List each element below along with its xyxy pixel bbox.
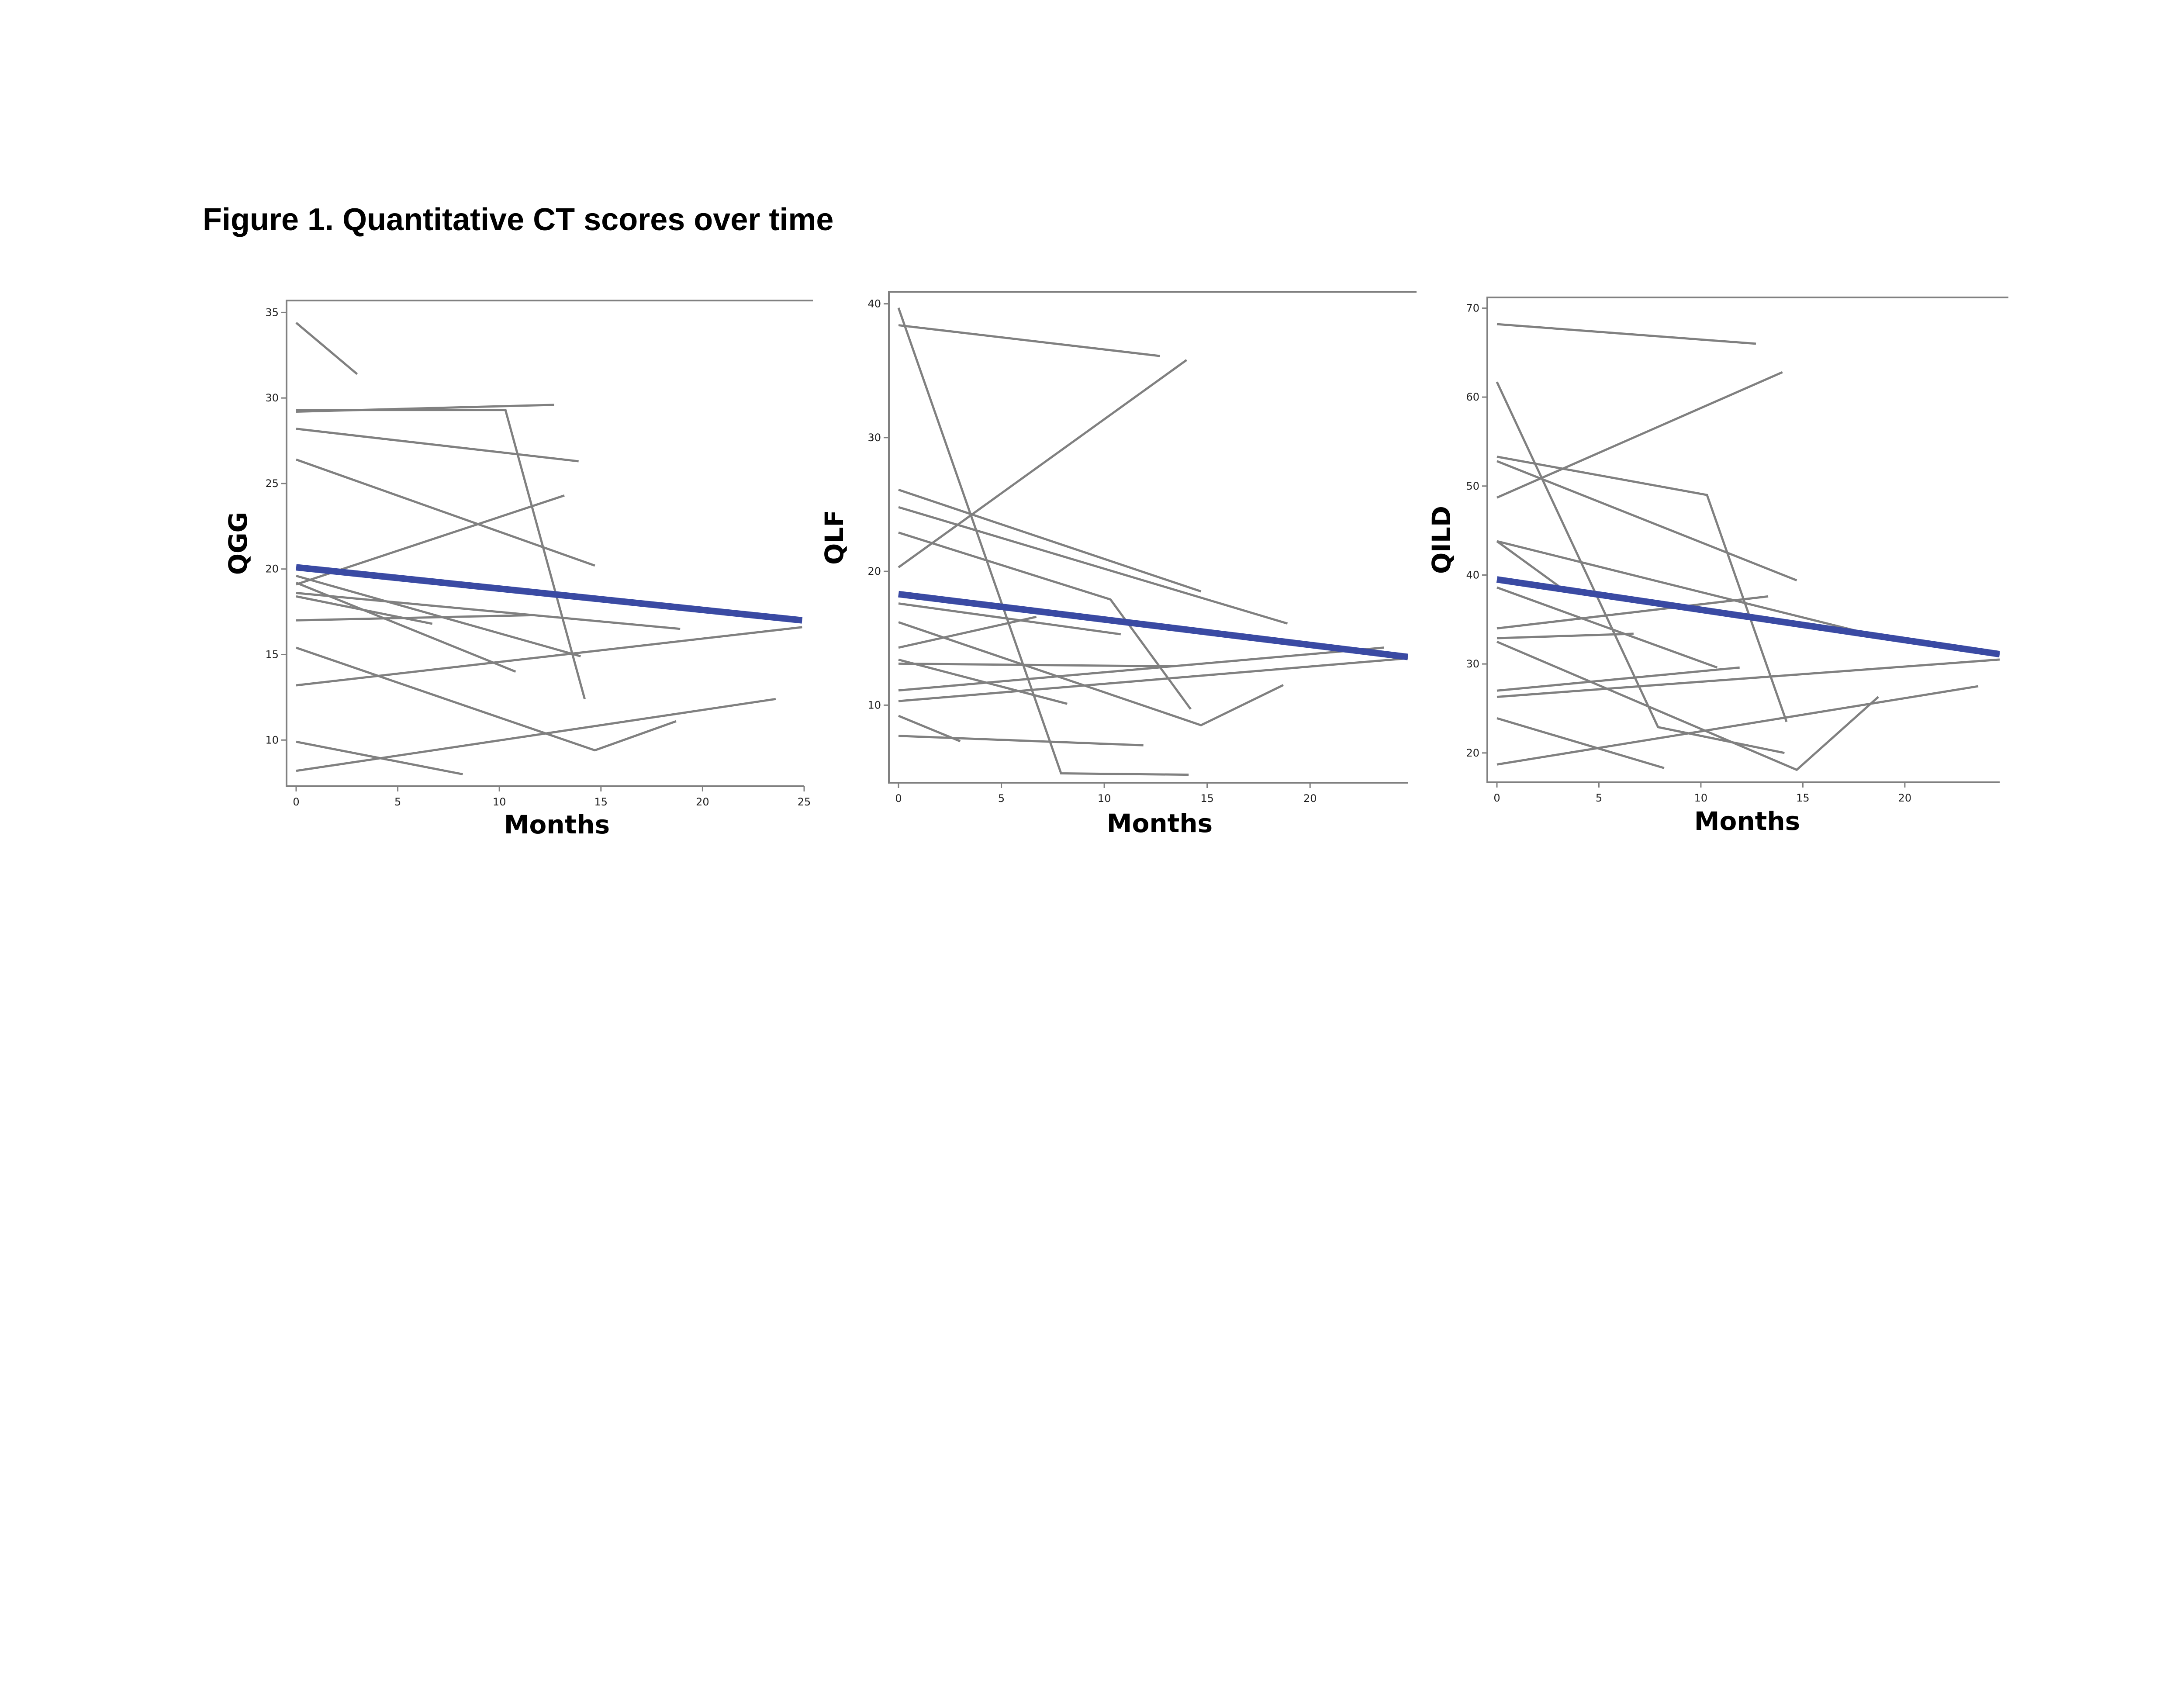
x-tick-label: 5: [1596, 792, 1602, 804]
x-axis-label: Months: [1694, 806, 1800, 836]
subject-line: [1496, 685, 1979, 766]
x-tick-label: 0: [1493, 792, 1500, 804]
x-axis-label: Months: [504, 810, 610, 840]
subject-line: [1496, 540, 1559, 587]
subject-line: [898, 359, 1188, 568]
y-tick-label: 60: [1466, 391, 1479, 403]
subject-line: [897, 307, 1189, 776]
subject-line: [296, 581, 516, 673]
subject-line: [1496, 586, 1718, 669]
y-tick-label: 20: [265, 563, 279, 575]
subject-line: [296, 646, 677, 752]
subject-line: [898, 488, 1202, 593]
subject-line: [296, 458, 595, 567]
y-tick-label: 70: [1466, 302, 1479, 314]
subject-line: [1496, 717, 1665, 769]
y-tick-label: 25: [265, 477, 279, 490]
subject-line: [296, 428, 579, 463]
x-tick-label: 0: [895, 792, 902, 805]
chart-qlf: 10 20 30 40 0 5 10 15 20 Months QLF: [819, 291, 1417, 838]
subject-line: [296, 595, 433, 625]
x-tick-label: 10: [1098, 792, 1111, 805]
subject-line: [295, 321, 358, 375]
subject-line: [296, 574, 581, 657]
subject-line: [1496, 666, 1740, 692]
subject-line: [898, 615, 1037, 649]
x-tick-label: 15: [1200, 792, 1214, 805]
subject-line: [898, 531, 1192, 710]
subject-line: [1496, 595, 1769, 630]
plot-frame: [888, 291, 1417, 784]
x-tick-label: 15: [1796, 792, 1810, 804]
y-tick-label: 30: [1466, 658, 1479, 670]
subject-line: [296, 592, 681, 630]
subject-line: [296, 740, 463, 776]
mean-trend-line: [898, 591, 1408, 660]
plot-frame: [286, 300, 813, 787]
subject-line: [1496, 658, 2000, 698]
subject-line: [898, 646, 1385, 692]
subject-line: [1496, 381, 1785, 754]
y-tick-label: 30: [867, 432, 881, 444]
subject-line: [898, 662, 1172, 668]
y-tick-label: 40: [1466, 569, 1479, 581]
subject-line: [296, 409, 586, 699]
y-tick-label: 15: [265, 649, 279, 661]
subject-line: [296, 614, 530, 622]
chart-qgg: 10 15 20 25 30 35 0 5 10 15 20 25 Months QGG: [223, 300, 813, 840]
subject-line: [1496, 371, 1783, 499]
y-tick-label: 10: [265, 734, 279, 746]
y-tick-label: 30: [265, 392, 279, 404]
subject-line: [898, 602, 1121, 636]
y-tick-label: 50: [1466, 480, 1479, 492]
mean-trend-line: [1496, 576, 2000, 658]
subject-line: [1496, 540, 1883, 639]
subject-line: [898, 658, 1068, 705]
y-axis-label: QLF: [819, 510, 849, 565]
mean-trend-line: [296, 564, 803, 624]
x-tick-label: 10: [493, 796, 506, 808]
subject-line: [898, 621, 1284, 727]
y-tick-label: 35: [265, 306, 279, 318]
x-tick-label: 5: [998, 792, 1005, 805]
subject-line: [898, 506, 1288, 625]
x-tick-label: 15: [594, 796, 608, 808]
subject-line: [1496, 632, 1634, 639]
subject-line: [1496, 456, 1788, 722]
chart-qild: 20 30 40 50 60 70 0 5 10 15 20 Months QILD: [1427, 297, 2008, 836]
y-axis-label: QGG: [223, 512, 253, 575]
x-tick-label: 20: [696, 796, 709, 808]
subject-line: [1496, 460, 1797, 581]
subject-line: [898, 735, 1144, 746]
x-tick-label: 0: [293, 796, 299, 808]
y-tick-label: 20: [1466, 747, 1479, 759]
x-tick-label: 10: [1694, 792, 1708, 804]
x-axis-label: Months: [1107, 808, 1213, 838]
y-tick-label: 20: [867, 565, 881, 577]
subject-line: [296, 698, 776, 772]
y-tick-label: 40: [867, 298, 881, 310]
subject-line: [898, 324, 1160, 357]
figure-title: Figure 1. Quantitative CT scores over ti…: [203, 202, 834, 237]
y-tick-label: 10: [867, 699, 881, 711]
y-axis-label: QILD: [1427, 506, 1456, 574]
x-tick-label: 25: [798, 796, 811, 808]
x-tick-label: 20: [1898, 792, 1912, 804]
subject-line: [898, 657, 1408, 702]
x-tick-label: 5: [394, 796, 401, 808]
subject-line: [1496, 640, 1879, 771]
subject-line: [1496, 323, 1756, 345]
x-tick-label: 20: [1303, 792, 1317, 805]
plot-frame: [1486, 297, 2008, 783]
subject-line: [296, 626, 802, 687]
